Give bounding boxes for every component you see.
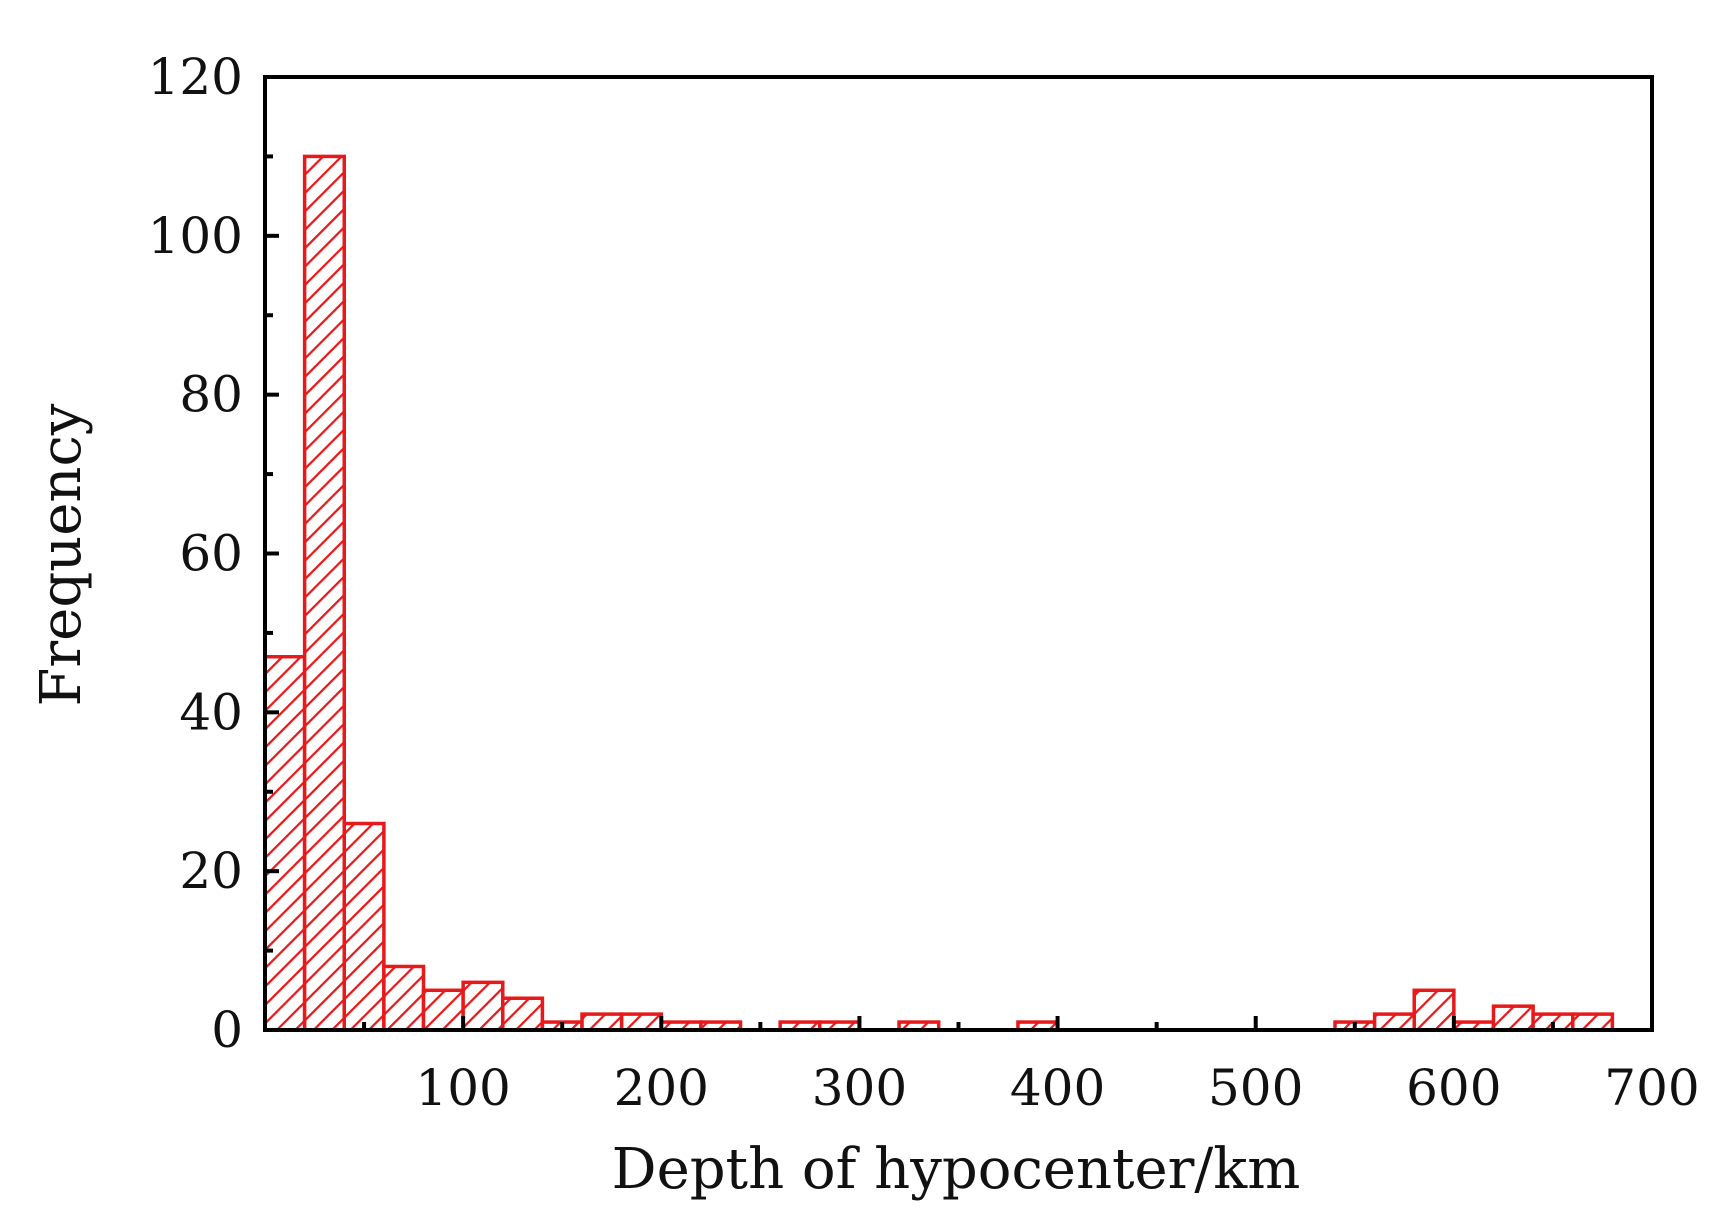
histogram-bar — [461, 980, 505, 1032]
histogram-bar — [501, 996, 545, 1032]
histogram-bar — [421, 988, 465, 1032]
y-tick-label: 100 — [148, 207, 243, 265]
y-tick-label: 120 — [148, 48, 243, 106]
y-axis-title: Frequency — [29, 403, 94, 706]
histogram-bar — [382, 964, 426, 1032]
plot-frame — [263, 75, 1654, 1032]
histogram-bar — [302, 154, 347, 1032]
x-tick-label: 300 — [812, 1059, 907, 1117]
histogram-bar — [1570, 1012, 1615, 1032]
x-tick-label: 100 — [415, 1059, 510, 1117]
x-axis-title: Depth of hypocenter/km — [612, 1137, 1301, 1202]
bars-layer — [263, 154, 1615, 1032]
histogram-bar — [1491, 1004, 1535, 1032]
histogram-bar — [619, 1012, 664, 1032]
x-tick-label: 600 — [1406, 1059, 1501, 1117]
y-tick-label: 0 — [211, 1001, 243, 1059]
tick-labels-layer: 100 200 300 400 500 600 700 0 20 40 60 80 100 120 — [148, 48, 1700, 1117]
x-tick-label: 500 — [1208, 1059, 1303, 1117]
y-tick-label: 60 — [179, 525, 243, 583]
x-tick-label: 400 — [1010, 1059, 1105, 1117]
y-tick-label: 40 — [179, 683, 243, 741]
histogram-bar — [1412, 988, 1456, 1032]
y-tick-label: 80 — [179, 366, 243, 424]
histogram-bar — [342, 821, 386, 1032]
y-tick-label: 20 — [179, 842, 243, 900]
histogram-bar — [580, 1012, 624, 1032]
ticks-layer — [265, 75, 1654, 1032]
histogram-bar — [1372, 1012, 1416, 1032]
x-tick-label: 200 — [614, 1059, 709, 1117]
x-tick-label: 700 — [1604, 1059, 1699, 1117]
